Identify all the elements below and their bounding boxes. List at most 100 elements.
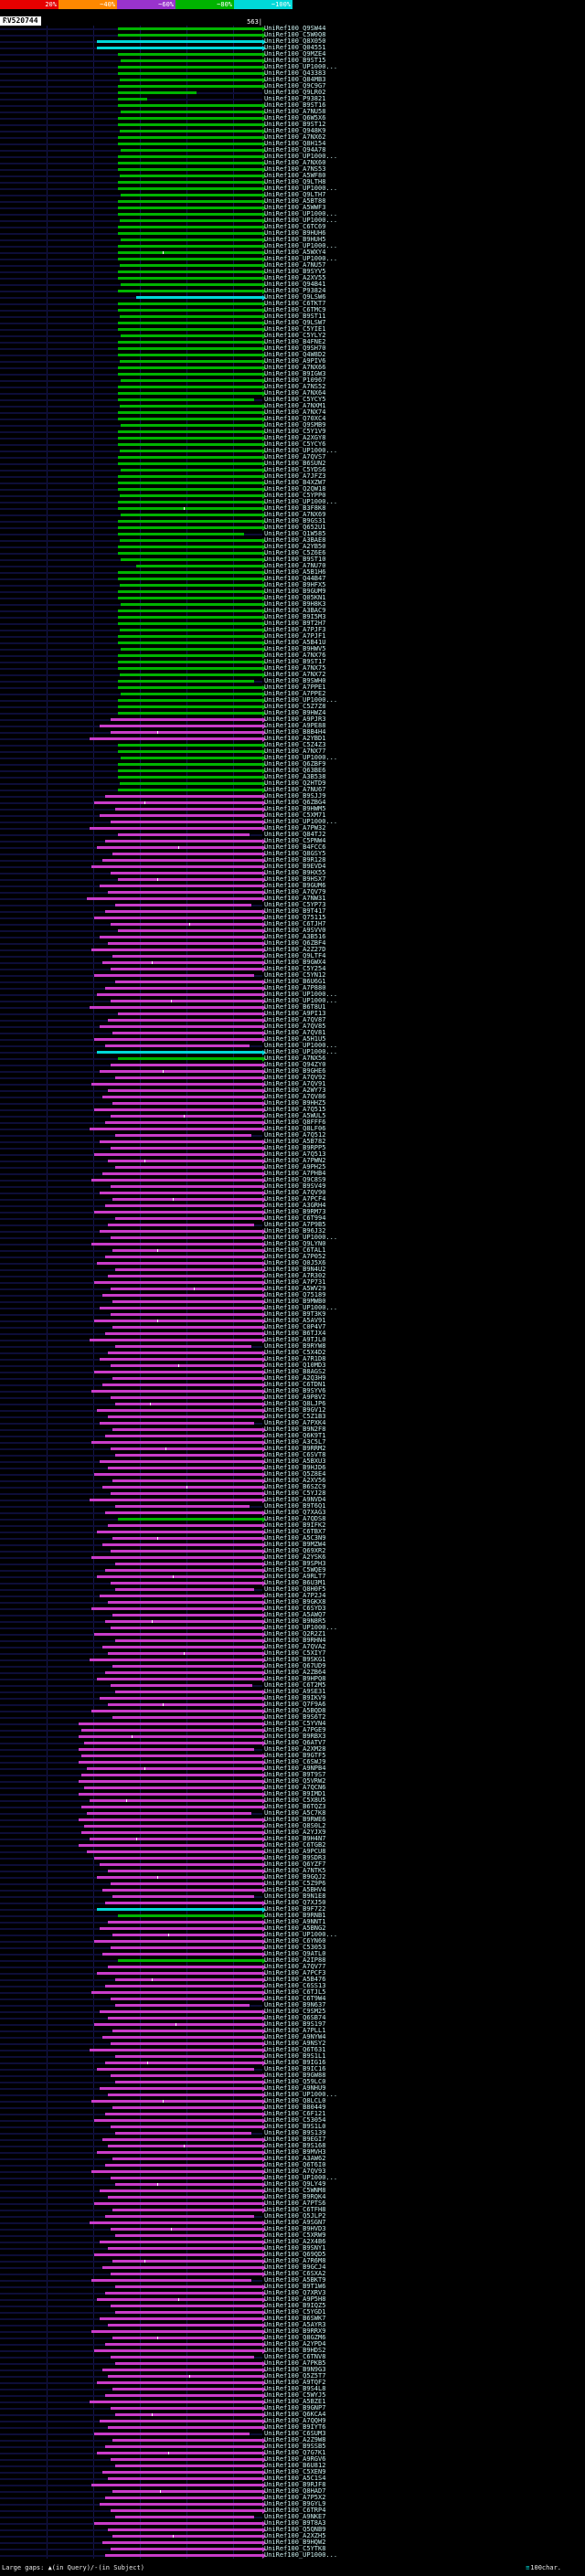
hit-label[interactable]: UniRef100_Q652U1: [264, 524, 326, 531]
hit-label[interactable]: UniRef100_A9NSY2: [264, 2040, 326, 2047]
hit-bar[interactable]: [119, 175, 262, 177]
hit-label[interactable]: UniRef100_Q75189: [264, 1291, 326, 1299]
hit-label[interactable]: UniRef100_B9S4L8: [264, 2385, 326, 2392]
hit-label[interactable]: UniRef100_UP1000...: [264, 696, 338, 704]
hit-bar[interactable]: [107, 1601, 262, 1604]
hit-bar[interactable]: [107, 1224, 255, 1226]
hit-bar[interactable]: [79, 1818, 262, 1821]
hit-label[interactable]: UniRef100_Q84MB3: [264, 76, 326, 83]
hit-bar[interactable]: [118, 226, 263, 228]
hit-bar[interactable]: [115, 1403, 262, 1405]
hit-label[interactable]: UniRef100_Q7F9A6: [264, 1701, 326, 1708]
hit-label[interactable]: UniRef100_A7PPE2: [264, 690, 326, 697]
hit-label[interactable]: UniRef100_A7NS53: [264, 165, 326, 173]
hit-label[interactable]: UniRef100_C6SYD3: [264, 1605, 326, 1612]
hit-bar[interactable]: [91, 1991, 262, 1994]
hit-bar[interactable]: [79, 1735, 262, 1738]
hit-label[interactable]: UniRef100_B9HQW2: [264, 2539, 326, 2546]
hit-bar[interactable]: [101, 1486, 262, 1489]
hit-bar[interactable]: [112, 1665, 262, 1668]
hit-label[interactable]: UniRef100_B9GUM9: [264, 588, 326, 595]
hit-bar[interactable]: [97, 1262, 262, 1265]
hit-label[interactable]: UniRef100_C6TKT7: [264, 300, 326, 307]
hit-label[interactable]: UniRef100_B9ST16: [264, 101, 326, 109]
hit-bar[interactable]: [100, 2189, 262, 2192]
hit-bar[interactable]: [110, 923, 262, 926]
hit-bar[interactable]: [89, 827, 262, 830]
hit-bar[interactable]: [110, 1447, 262, 1450]
hit-bar[interactable]: [101, 1953, 262, 1956]
hit-bar[interactable]: [94, 1108, 262, 1111]
hit-bar[interactable]: [97, 993, 262, 996]
hit-bar[interactable]: [118, 578, 263, 580]
hit-label[interactable]: UniRef100_A9NKE7: [264, 2513, 326, 2520]
hit-bar[interactable]: [97, 1678, 262, 1680]
hit-label[interactable]: UniRef100_B6TJX4: [264, 1330, 326, 1337]
hit-label[interactable]: UniRef100_C5Z4Z3: [264, 741, 326, 748]
hit-label[interactable]: UniRef100_A7NX74: [264, 408, 326, 416]
hit-label[interactable]: UniRef100_Q9LSW7: [264, 319, 326, 326]
hit-label[interactable]: UniRef100_C6TDN1: [264, 1381, 326, 1388]
hit-label[interactable]: UniRef100_Q04551: [264, 44, 326, 51]
hit-label[interactable]: UniRef100_Q6SB74: [264, 2014, 326, 2021]
hit-bar[interactable]: [100, 2317, 262, 2320]
hit-bar[interactable]: [97, 2068, 255, 2071]
hit-label[interactable]: UniRef100_Q6T631: [264, 2046, 326, 2053]
hit-bar[interactable]: [119, 79, 262, 81]
hit-bar[interactable]: [100, 1230, 262, 1233]
hit-bar[interactable]: [118, 91, 197, 94]
hit-label[interactable]: UniRef100_Q2QW18: [264, 485, 326, 493]
hit-bar[interactable]: [118, 66, 263, 69]
hit-label[interactable]: UniRef100_Q0J5X6: [264, 1259, 326, 1267]
hit-label[interactable]: UniRef100_Q8LF06: [264, 1125, 326, 1132]
hit-label[interactable]: UniRef100_A7NX62: [264, 133, 326, 141]
hit-bar[interactable]: [112, 2157, 262, 2160]
hit-label[interactable]: UniRef100_Q75115: [264, 914, 326, 921]
hit-label[interactable]: UniRef100_A7PXK4: [264, 1419, 326, 1426]
hit-label[interactable]: UniRef100_C5YIE1: [264, 325, 326, 333]
hit-bar[interactable]: [118, 661, 263, 663]
hit-label[interactable]: UniRef100_A7NX60: [264, 159, 326, 166]
hit-label[interactable]: UniRef100_A7PHB4: [264, 1170, 326, 1177]
hit-label[interactable]: UniRef100_B6TQZ3: [264, 1803, 326, 1810]
hit-label[interactable]: UniRef100_A7Q515: [264, 1106, 326, 1113]
hit-bar[interactable]: [107, 1524, 262, 1527]
hit-label[interactable]: UniRef100_A5BNG2: [264, 1924, 326, 1932]
hit-bar[interactable]: [100, 885, 262, 887]
hit-label[interactable]: UniRef100_B9T1W6: [264, 2283, 326, 2290]
hit-label[interactable]: UniRef100_B9N637: [264, 2001, 326, 2009]
hit-label[interactable]: UniRef100_B9RNB1: [264, 1912, 326, 1919]
hit-label[interactable]: UniRef100_A7QV81: [264, 1029, 326, 1036]
hit-label[interactable]: UniRef100_Q43383: [264, 69, 326, 77]
hit-label[interactable]: UniRef100_B9HVD3: [264, 2225, 326, 2232]
hit-bar[interactable]: [115, 2285, 262, 2288]
hit-bar[interactable]: [112, 1934, 262, 1936]
hit-bar[interactable]: [110, 1882, 262, 1885]
hit-label[interactable]: UniRef100_B9SWH0: [264, 677, 326, 684]
hit-bar[interactable]: [110, 1064, 262, 1066]
hit-label[interactable]: UniRef100_C6T994: [264, 1214, 326, 1222]
hit-label[interactable]: UniRef100_A5AWQ7: [264, 1611, 326, 1618]
hit-bar[interactable]: [100, 1460, 262, 1463]
hit-bar[interactable]: [110, 1288, 262, 1290]
hit-bar[interactable]: [118, 750, 263, 753]
hit-bar[interactable]: [115, 1134, 252, 1137]
hit-bar[interactable]: [121, 59, 262, 62]
hit-label[interactable]: UniRef100_A7QV86: [264, 1093, 326, 1100]
hit-bar[interactable]: [94, 1857, 262, 1860]
hit-label[interactable]: UniRef100_A5C1S4: [264, 2475, 326, 2482]
hit-label[interactable]: UniRef100_A7NX64: [264, 389, 326, 397]
hit-label[interactable]: UniRef100_B9GWX4: [264, 959, 326, 966]
hit-label[interactable]: UniRef100_UP1000...: [264, 255, 338, 262]
hit-label[interactable]: UniRef100_Q6ZBF4: [264, 939, 326, 947]
hit-bar[interactable]: [97, 2452, 262, 2454]
hit-bar[interactable]: [121, 283, 262, 286]
hit-label[interactable]: UniRef100_B9GUM6: [264, 882, 326, 889]
hit-label[interactable]: UniRef100_Q2HTD9: [264, 779, 326, 787]
hit-label[interactable]: UniRef100_C6TJL5: [264, 1988, 326, 1996]
hit-bar[interactable]: [89, 1499, 262, 1501]
hit-bar[interactable]: [100, 1358, 262, 1361]
hit-label[interactable]: UniRef100_B9RQK4: [264, 2193, 326, 2200]
hit-label[interactable]: UniRef100_Q9C8S9: [264, 1176, 326, 1183]
hit-label[interactable]: UniRef100_A7NX72: [264, 671, 326, 678]
